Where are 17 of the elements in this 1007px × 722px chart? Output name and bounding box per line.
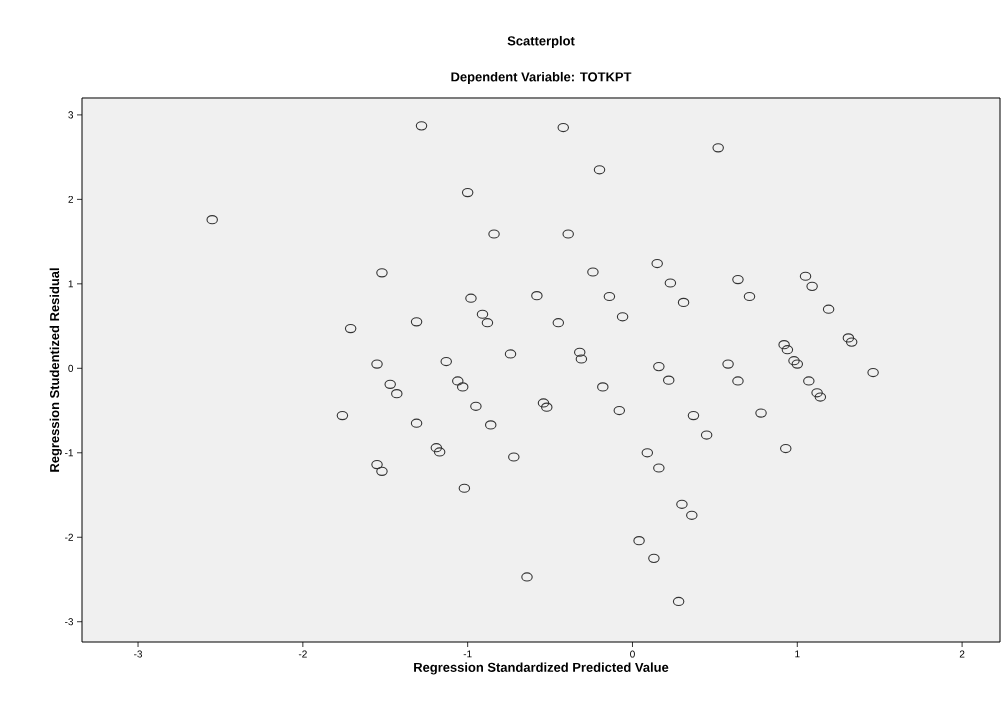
x-tick-label: 0: [630, 650, 635, 658]
y-tick-label: -2: [65, 533, 73, 541]
y-tick-label: -3: [65, 618, 74, 626]
x-tick-label: -1: [463, 650, 472, 658]
y-tick-label: 0: [68, 364, 74, 372]
y-tick-label: -1: [65, 449, 73, 457]
chart-subtitle: Dependent Variable: TOTKPT: [451, 71, 632, 85]
y-tick-label: 2: [68, 195, 73, 203]
x-axis-title: Regression Standardized Predicted Value: [414, 662, 669, 675]
chart-title: Scatterplot: [507, 35, 575, 49]
x-tick-label: 1: [795, 650, 800, 658]
x-tick-label: -3: [134, 650, 143, 658]
x-tick-label: 2: [959, 650, 965, 658]
y-tick-label: 3: [68, 111, 74, 119]
y-tick-label: 1: [68, 280, 73, 288]
y-axis-title: Regression Studentized Residual: [49, 268, 62, 472]
x-tick-label: -2: [298, 650, 307, 658]
